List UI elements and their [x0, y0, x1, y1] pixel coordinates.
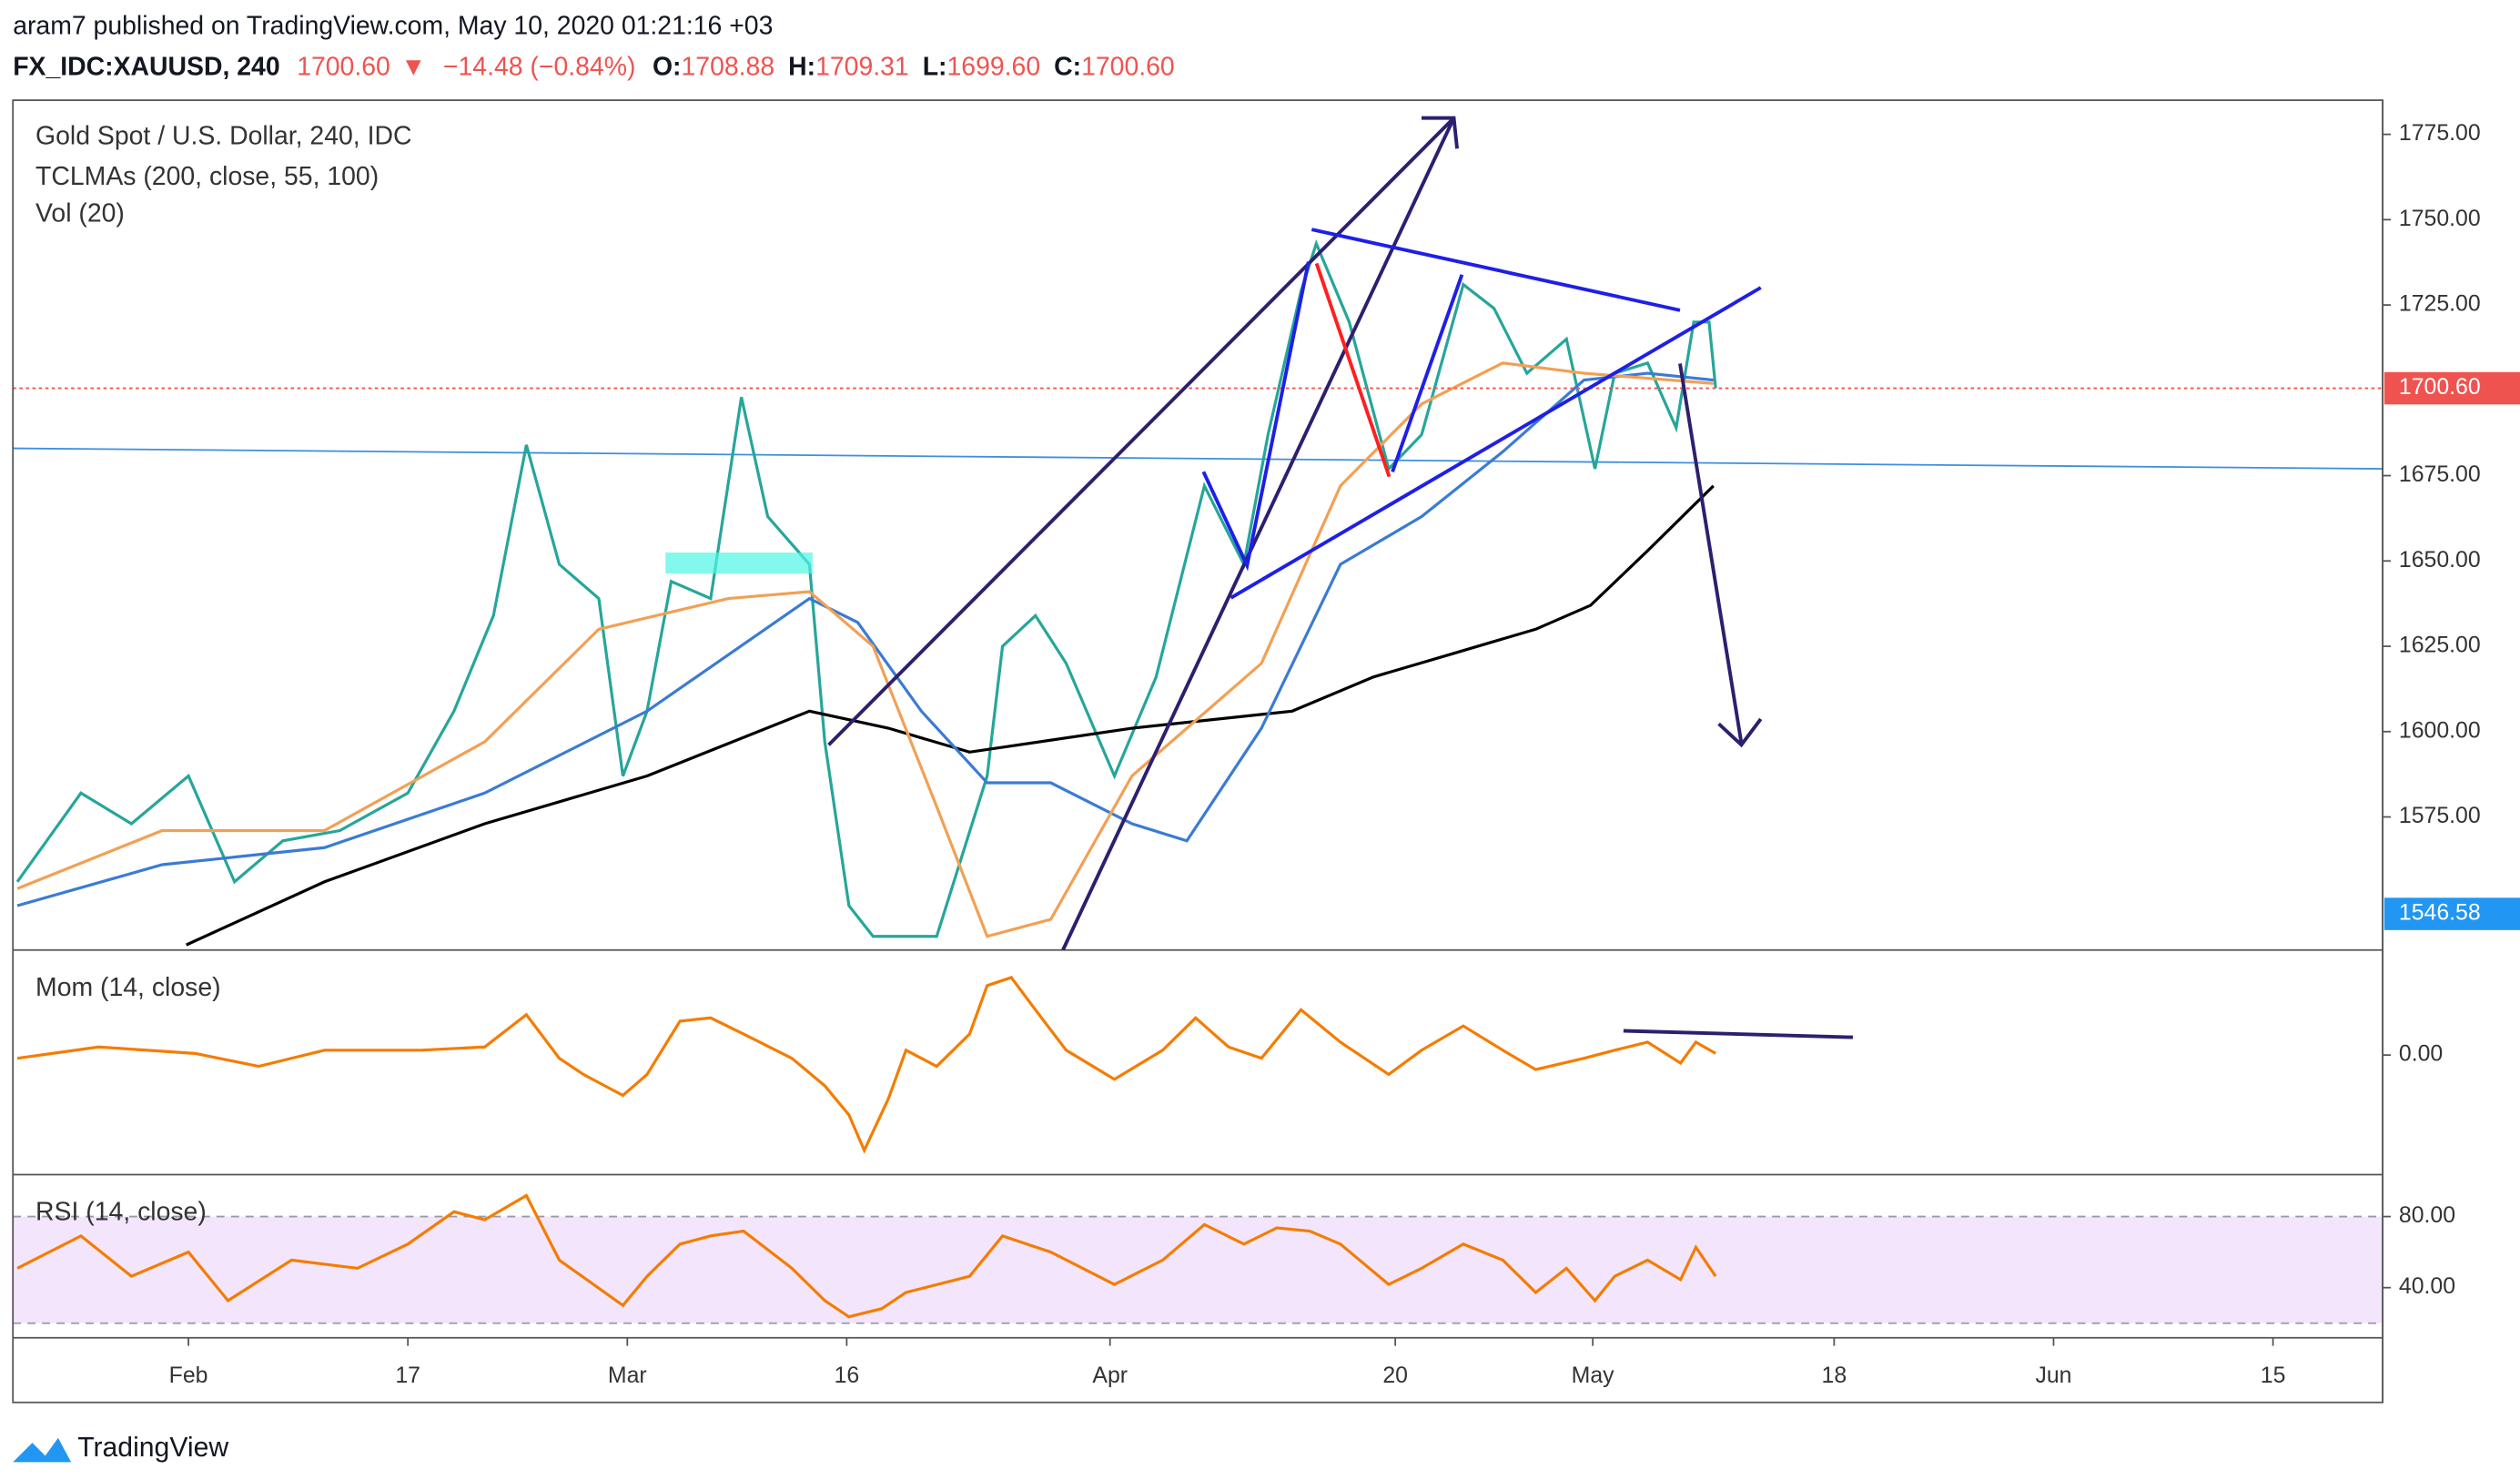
wave-line-red: [1314, 262, 1392, 478]
logo-icon: [13, 1437, 72, 1463]
resistance-line: [1311, 228, 1681, 312]
frame-border: [12, 99, 2384, 1404]
series-line: [13, 447, 2383, 470]
y-tick-label: 1625.00: [2399, 634, 2481, 658]
panes: 1575.00 1600.00 1625.00 1650.00 1675.00 1725.…: [13, 121, 2520, 1388]
series-line: [16, 371, 1714, 907]
blue-lines: [1201, 228, 1762, 600]
x-tick-label: 16: [835, 1363, 860, 1388]
x-tick-label: 17: [395, 1363, 420, 1388]
ohlc-label: L:: [923, 52, 947, 81]
y-tick-label: 80.00: [2399, 1203, 2455, 1228]
ohlc-label: O:: [653, 52, 682, 81]
x-tick-label: Jun: [2035, 1363, 2071, 1388]
x-tick-label: 18: [1822, 1363, 1847, 1388]
arrow-head: [1422, 116, 1459, 149]
series-line: [16, 976, 1716, 1154]
y-tick-label: 1675.00: [2399, 462, 2481, 487]
change: −14.48 (−0.84%): [443, 52, 636, 81]
pane: [13, 238, 2383, 947]
ohlc-label: H:: [788, 52, 815, 81]
y-tick-label: 1750.00: [2399, 207, 2481, 231]
last: 1700.60: [297, 52, 390, 81]
x-tick-label: Apr: [1092, 1363, 1128, 1388]
last-price-tag: [2383, 371, 2520, 405]
y-tick-label: 0.00: [2399, 1042, 2443, 1067]
published-line: aram7 published on TradingView.com, May …: [13, 12, 773, 41]
x-tick-label: Feb: [169, 1363, 208, 1388]
arrow-head: [1717, 717, 1763, 748]
wave-line: [1391, 274, 1464, 472]
ohlc-value: 1699.60: [947, 52, 1041, 81]
x-tick-label: 15: [2261, 1363, 2286, 1388]
down-arrow: [1678, 363, 1744, 744]
ohlc-value: 1708.88: [682, 52, 775, 81]
y-tick-label: 1650.00: [2399, 548, 2481, 573]
trend-line: [827, 117, 1455, 746]
scale-label-tag: [2383, 897, 2520, 930]
series-line: [15, 238, 1717, 938]
support-line: [1230, 286, 1762, 600]
footer-brand: TradingView: [77, 1433, 228, 1463]
ohlc-value: 1700.60: [1081, 52, 1175, 81]
pane-title: Mom (14, close): [35, 973, 221, 1002]
pane: [13, 1193, 2383, 1324]
ohlc-label: C:: [1054, 52, 1081, 81]
pane-title: RSI (14, close): [35, 1198, 207, 1227]
frame: [12, 99, 2384, 1404]
y-tick-label: 1600.00: [2399, 718, 2481, 743]
scale-label-text: 1546.58: [2399, 901, 2481, 926]
ohlc-value: 1709.31: [815, 52, 909, 81]
trend-line: [1061, 117, 1456, 951]
pane: [16, 976, 1716, 1154]
pane-title: Gold Spot / U.S. Dollar, 240, IDC: [35, 121, 411, 150]
symbol-line: FX_IDC:XAUUSD, 240 1700.60 ▼ −14.48 (−0.…: [13, 52, 1175, 81]
y-tick-label: 1575.00: [2399, 804, 2481, 828]
highlight-zone: [665, 552, 813, 574]
x-tick-label: May: [1572, 1363, 1615, 1388]
rsi-band: [13, 1216, 2383, 1323]
wave-line: [1201, 261, 1311, 572]
x-tick-label: Mar: [608, 1363, 647, 1388]
y-tick-label: 1775.00: [2399, 121, 2481, 146]
series-line: [16, 361, 1714, 938]
indicator-label: TCLMAs (200, close, 55, 100): [35, 162, 379, 191]
series-line: [16, 1193, 1717, 1319]
series-line: [186, 484, 1715, 947]
y-tick-label: 40.00: [2399, 1274, 2455, 1299]
purple-arrows: [827, 116, 1853, 1039]
drawings: [665, 116, 1853, 1039]
mom-line: [1623, 1029, 1853, 1039]
indicator-label: Vol (20): [35, 199, 125, 228]
footer-logo: [13, 1437, 72, 1463]
symbol: FX_IDC:XAUUSD, 240: [13, 52, 279, 81]
down-icon: ▼: [400, 52, 426, 81]
x-tick-label: 20: [1382, 1363, 1408, 1388]
last-price-text: 1700.60: [2399, 375, 2481, 400]
y-tick-label: 1725.00: [2399, 292, 2481, 317]
